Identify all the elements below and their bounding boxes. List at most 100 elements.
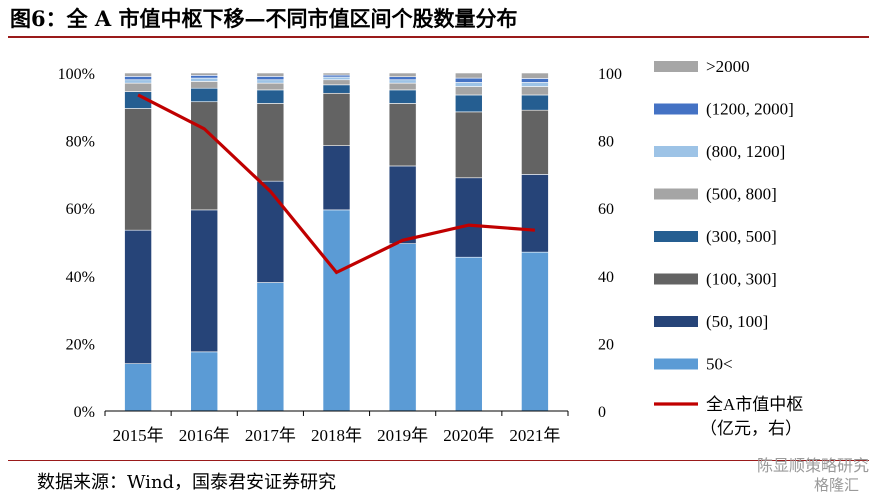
- legend-swatch: [654, 273, 698, 285]
- bar-segment: [454, 82, 483, 87]
- legend-swatch: [654, 188, 698, 200]
- y-left-tick-label: 100%: [58, 66, 95, 83]
- bar-segment: [454, 86, 483, 96]
- bar-segment: [322, 76, 351, 81]
- bar-segment: [124, 82, 152, 92]
- y-left-tick-label: 0%: [74, 404, 95, 421]
- bar-segment: [190, 72, 219, 76]
- bar-segment: [388, 72, 417, 78]
- watermark: 陈显顺策略研究: [756, 456, 869, 475]
- legend-label: 50<: [706, 355, 733, 374]
- legend-label: (300, 500]: [706, 227, 777, 246]
- legend-label: (1200, 2000]: [706, 100, 794, 119]
- y-left-tick-label: 20%: [66, 336, 95, 353]
- bar-segment: [521, 109, 549, 175]
- bar-segment: [454, 94, 483, 113]
- bar-segment: [190, 101, 219, 211]
- title-divider: [8, 36, 869, 38]
- bar-segment: [388, 103, 417, 167]
- x-tick-label: 2018年: [311, 426, 362, 445]
- legend-label-line2: （亿元，右）: [700, 419, 802, 438]
- bar-segment: [521, 72, 549, 79]
- legend-swatch: [654, 103, 698, 115]
- bar-segment: [388, 165, 417, 244]
- y-right-tick-label: 60: [598, 201, 614, 218]
- bar-segment: [388, 82, 417, 91]
- bar-segment: [388, 89, 417, 104]
- legend-label: (500, 800]: [706, 185, 777, 204]
- bar-segment: [454, 72, 483, 79]
- bar-segment: [388, 243, 417, 412]
- bar-segment: [454, 77, 483, 83]
- bar-segment: [190, 81, 219, 89]
- bar-segment: [256, 103, 285, 182]
- y-left-tick-label: 40%: [66, 269, 95, 286]
- footer-divider: [8, 460, 869, 461]
- bar-segment: [124, 76, 152, 81]
- bar-segment: [256, 76, 285, 81]
- legend-label: 全A市值中枢: [706, 395, 803, 414]
- legend-swatch: [654, 61, 698, 72]
- bar-segment: [322, 209, 351, 412]
- bar-segment: [256, 72, 285, 77]
- bar-segment: [190, 77, 219, 82]
- bar-segment: [190, 87, 219, 103]
- legend-label: (50, 100]: [706, 312, 768, 331]
- legend-label: >2000: [706, 57, 750, 76]
- x-tick-label: 2015年: [113, 426, 164, 445]
- stacked-bar-chart: 2015年 2016年 2017年 2018年 2019年 2020年 2021年 0% 20%…: [58, 57, 804, 445]
- line-series-path: [137, 93, 536, 275]
- bar-segment: [124, 79, 152, 84]
- x-tick-label: 2019年: [377, 426, 428, 445]
- bar-segment: [256, 180, 285, 283]
- bar-segment: [124, 72, 152, 77]
- bar-segment: [256, 89, 285, 104]
- legend-swatch: [654, 231, 698, 242]
- bar-segment: [388, 79, 417, 84]
- x-tick-label: 2021年: [509, 426, 560, 445]
- chart-title: 图6：全 A 市值中枢下移—不同市值区间个股数量分布: [10, 6, 518, 31]
- bar-segment: [454, 256, 483, 412]
- bar-group: [124, 72, 549, 412]
- bar-segment: [521, 174, 549, 253]
- legend-swatch: [654, 316, 698, 327]
- bar-segment: [190, 351, 219, 412]
- bar-segment: [322, 74, 351, 78]
- bar-segment: [521, 94, 549, 111]
- bar-segment: [521, 86, 549, 96]
- bar-segment: [256, 82, 285, 91]
- watermark-brand: 格隆汇: [813, 476, 859, 494]
- bar-segment: [124, 229, 152, 364]
- bar-segment: [322, 72, 351, 76]
- bar-segment: [124, 363, 152, 412]
- y-left-tick-label: 60%: [66, 201, 95, 218]
- bar-segment: [322, 84, 351, 94]
- legend-label: (100, 300]: [706, 270, 777, 289]
- legend-label: (800, 1200]: [706, 142, 785, 161]
- y-right-tick-label: 0: [598, 404, 606, 421]
- legend-swatch: [654, 146, 698, 157]
- axes: 2015年 2016年 2017年 2018年 2019年 2020年 2021年 0% 20%…: [58, 66, 622, 445]
- line-series: [137, 93, 536, 275]
- bar-segment: [322, 92, 351, 146]
- bar-segment: [322, 79, 351, 86]
- bar-segment: [322, 145, 351, 211]
- y-right-tick-label: 80: [598, 134, 614, 151]
- bar-segment: [454, 177, 483, 258]
- x-tick-label: 2017年: [245, 426, 296, 445]
- bar-segment: [521, 82, 549, 87]
- y-right-tick-label: 40: [598, 269, 614, 286]
- bar-segment: [190, 209, 219, 353]
- bar-segment: [521, 251, 549, 412]
- source-note: 数据来源：Wind，国泰君安证券研究: [37, 472, 337, 493]
- y-left-tick-label: 80%: [66, 134, 95, 151]
- bar-segment: [124, 108, 152, 231]
- bar-segment: [388, 76, 417, 81]
- bar-segment: [454, 111, 483, 179]
- bar-segment: [256, 282, 285, 412]
- bar-segment: [521, 78, 549, 83]
- y-right-tick-label: 100: [598, 66, 622, 83]
- legend-swatch: [654, 358, 698, 370]
- x-tick-label: 2016年: [179, 426, 230, 445]
- bar-segment: [256, 79, 285, 84]
